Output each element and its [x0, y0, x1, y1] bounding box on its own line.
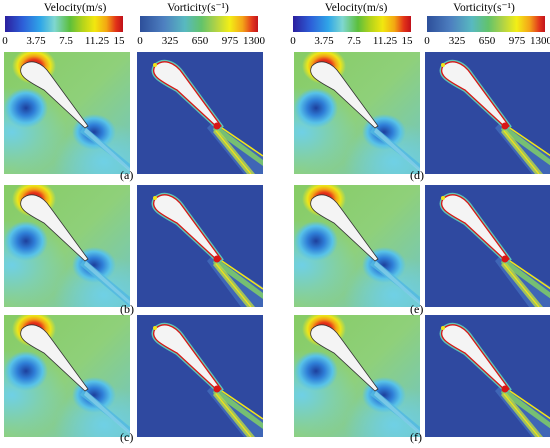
velocity-contour-f	[294, 315, 420, 437]
vorticity-colorbar-left	[140, 16, 258, 32]
vorticity-colorbar-title-left: Vorticity(s⁻¹)	[167, 2, 229, 14]
velocity-colorbar-right	[293, 16, 411, 32]
vorticity-tick: 325	[448, 35, 466, 47]
velocity-tick: 11.25	[372, 35, 398, 47]
vorticity-colorbar-ticks-right: 0 325 650 975 1300	[424, 35, 550, 47]
panel-label-a: (a)	[120, 168, 134, 182]
panel-label-f: (f)	[410, 430, 422, 444]
panel-label-c: (c)	[120, 430, 134, 444]
vorticity-tick: 1300	[530, 35, 550, 47]
vorticity-contour-c	[137, 315, 263, 437]
vorticity-tick: 975	[221, 35, 239, 47]
panel-label-b: (b)	[120, 302, 134, 316]
velocity-tick: 3.75	[26, 35, 46, 47]
panel-label-e: (e)	[410, 302, 424, 316]
velocity-contour-e	[294, 185, 420, 307]
vorticity-tick: 0	[137, 35, 143, 47]
velocity-contour-c	[4, 315, 130, 437]
velocity-tick: 7.5	[347, 35, 361, 47]
velocity-tick: 0	[2, 35, 8, 47]
panel-label-d: (d)	[410, 168, 424, 182]
vorticity-contour-e	[425, 185, 550, 307]
velocity-tick: 3.75	[314, 35, 334, 47]
velocity-tick: 7.5	[59, 35, 73, 47]
velocity-colorbar-ticks-left: 0 3.75 7.5 11.25 15	[2, 35, 125, 47]
velocity-tick: 15	[401, 35, 413, 47]
vorticity-tick: 325	[161, 35, 179, 47]
vorticity-contour-a	[137, 52, 263, 174]
velocity-colorbar-title-left: Velocity(m/s)	[43, 2, 107, 14]
velocity-contour-b	[4, 185, 130, 307]
vorticity-tick: 650	[478, 35, 496, 47]
velocity-colorbar-left	[5, 16, 123, 32]
vorticity-tick: 975	[508, 35, 526, 47]
vorticity-contour-f	[425, 315, 550, 437]
vorticity-contour-d	[425, 52, 550, 174]
vorticity-colorbar-right	[427, 16, 545, 32]
vorticity-tick: 650	[191, 35, 209, 47]
vorticity-tick: 0	[424, 35, 430, 47]
velocity-tick: 11.25	[84, 35, 110, 47]
vorticity-contour-b	[137, 185, 263, 307]
velocity-contour-a	[4, 52, 130, 174]
velocity-tick: 15	[113, 35, 125, 47]
vorticity-colorbar-title-right: Vorticity(s⁻¹)	[453, 2, 515, 14]
velocity-contour-d	[294, 52, 420, 174]
vorticity-tick: 1300	[243, 35, 265, 47]
velocity-colorbar-ticks-right: 0 3.75 7.5 11.25 15	[290, 35, 413, 47]
velocity-colorbar-title-right: Velocity(m/s)	[324, 2, 388, 14]
vorticity-colorbar-ticks-left: 0 325 650 975 1300	[137, 35, 265, 47]
velocity-tick: 0	[290, 35, 296, 47]
